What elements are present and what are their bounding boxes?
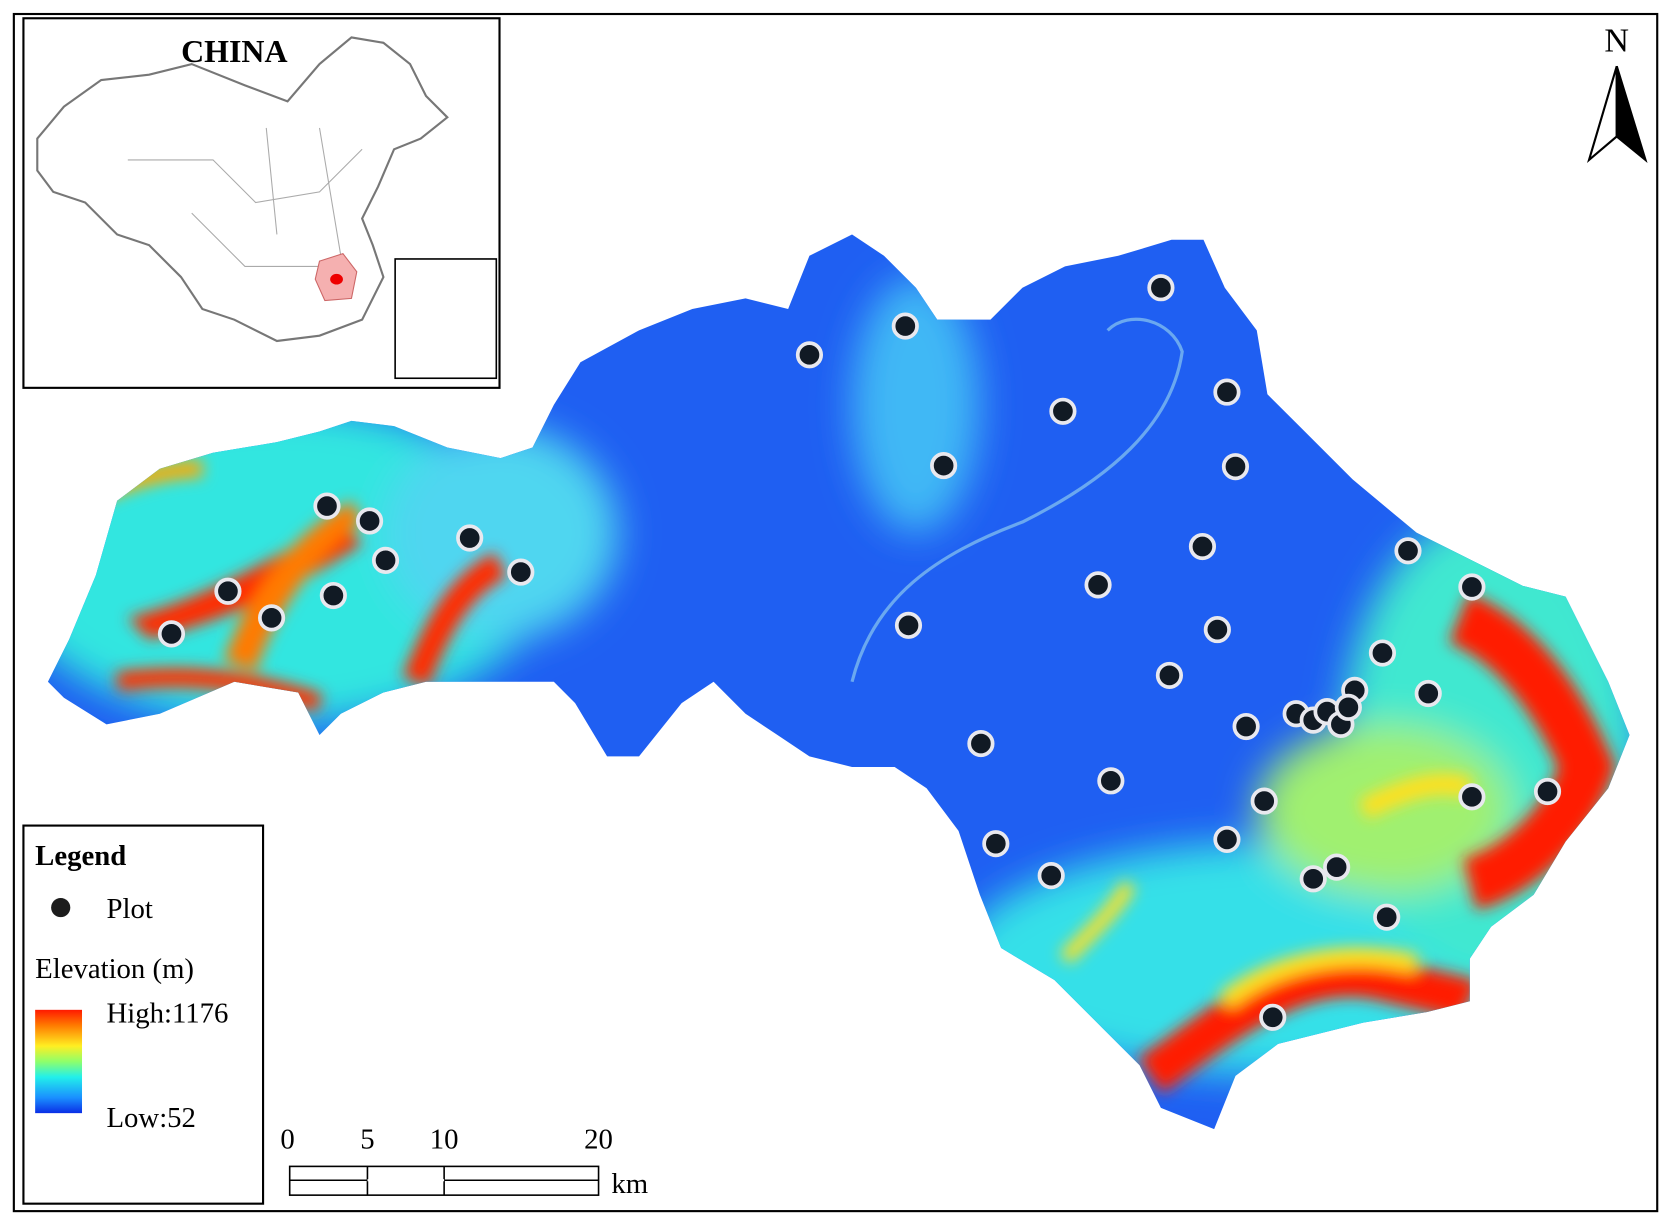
plot-marker	[795, 341, 824, 369]
plot-marker	[1394, 537, 1422, 565]
plot-marker	[1259, 1003, 1287, 1031]
plot-marker	[1037, 862, 1065, 890]
plot-marker	[1188, 532, 1217, 561]
north-label: N	[1604, 22, 1629, 59]
scale-bar: 0 5 10 20 km	[280, 1123, 648, 1200]
plot-marker	[982, 830, 1010, 858]
plot-marker	[1203, 616, 1231, 644]
north-arrow: N	[1587, 22, 1648, 164]
plot-marker	[313, 492, 341, 520]
elevation-low: Low:52	[107, 1102, 196, 1134]
scale-label: 5	[360, 1123, 374, 1155]
plot-marker	[930, 452, 958, 480]
plot-marker	[1373, 903, 1401, 931]
scale-label: 0	[280, 1123, 294, 1155]
inset-map: CHINA	[22, 17, 501, 389]
plot-markers	[157, 274, 1562, 1031]
plot-marker	[1250, 787, 1278, 815]
plot-marker	[894, 611, 923, 639]
plot-marker	[258, 604, 286, 632]
scale-unit: km	[611, 1168, 648, 1200]
legend-title: Legend	[35, 840, 126, 872]
plot-marker	[507, 558, 535, 586]
plot-marker	[1533, 777, 1562, 806]
plot-marker	[1213, 825, 1241, 854]
plot-marker	[1147, 274, 1175, 302]
province-lines	[127, 127, 363, 267]
plot-marker	[1232, 712, 1260, 741]
plot-marker	[1221, 453, 1250, 481]
plot-marker	[1414, 679, 1442, 708]
scale-label: 10	[430, 1123, 459, 1155]
elevation-high: High:1176	[107, 998, 229, 1030]
plot-marker	[456, 524, 484, 552]
scale-label: 20	[584, 1123, 613, 1155]
plot-marker	[214, 577, 242, 605]
plot-marker	[1155, 661, 1184, 689]
elevation-title: Elevation (m)	[35, 953, 194, 985]
south-sea-inset	[394, 258, 498, 380]
plot-symbol	[51, 897, 71, 918]
plot-marker	[1323, 853, 1351, 881]
plot-marker	[319, 581, 347, 610]
plot-marker	[1213, 378, 1241, 406]
elevation-ramp	[35, 1009, 83, 1114]
plot-marker	[355, 507, 384, 535]
study-area-location	[330, 273, 343, 285]
legend-item: Plot	[107, 893, 153, 925]
plot-marker	[1084, 571, 1112, 599]
plot-marker	[1097, 767, 1125, 795]
plot-marker	[1299, 865, 1327, 893]
plot-marker	[1368, 639, 1397, 667]
plot-marker	[1458, 783, 1486, 811]
plot-marker	[157, 620, 186, 648]
legend: Legend Plot Elevation (m) High:1176 Low:…	[22, 824, 265, 1205]
plot-marker	[891, 312, 919, 340]
plot-marker	[371, 546, 400, 574]
plot-marker	[967, 729, 995, 758]
plot-marker	[1458, 573, 1486, 601]
plot-marker	[1049, 397, 1077, 425]
inset-title: CHINA	[181, 34, 287, 69]
plot-marker	[1334, 693, 1362, 721]
